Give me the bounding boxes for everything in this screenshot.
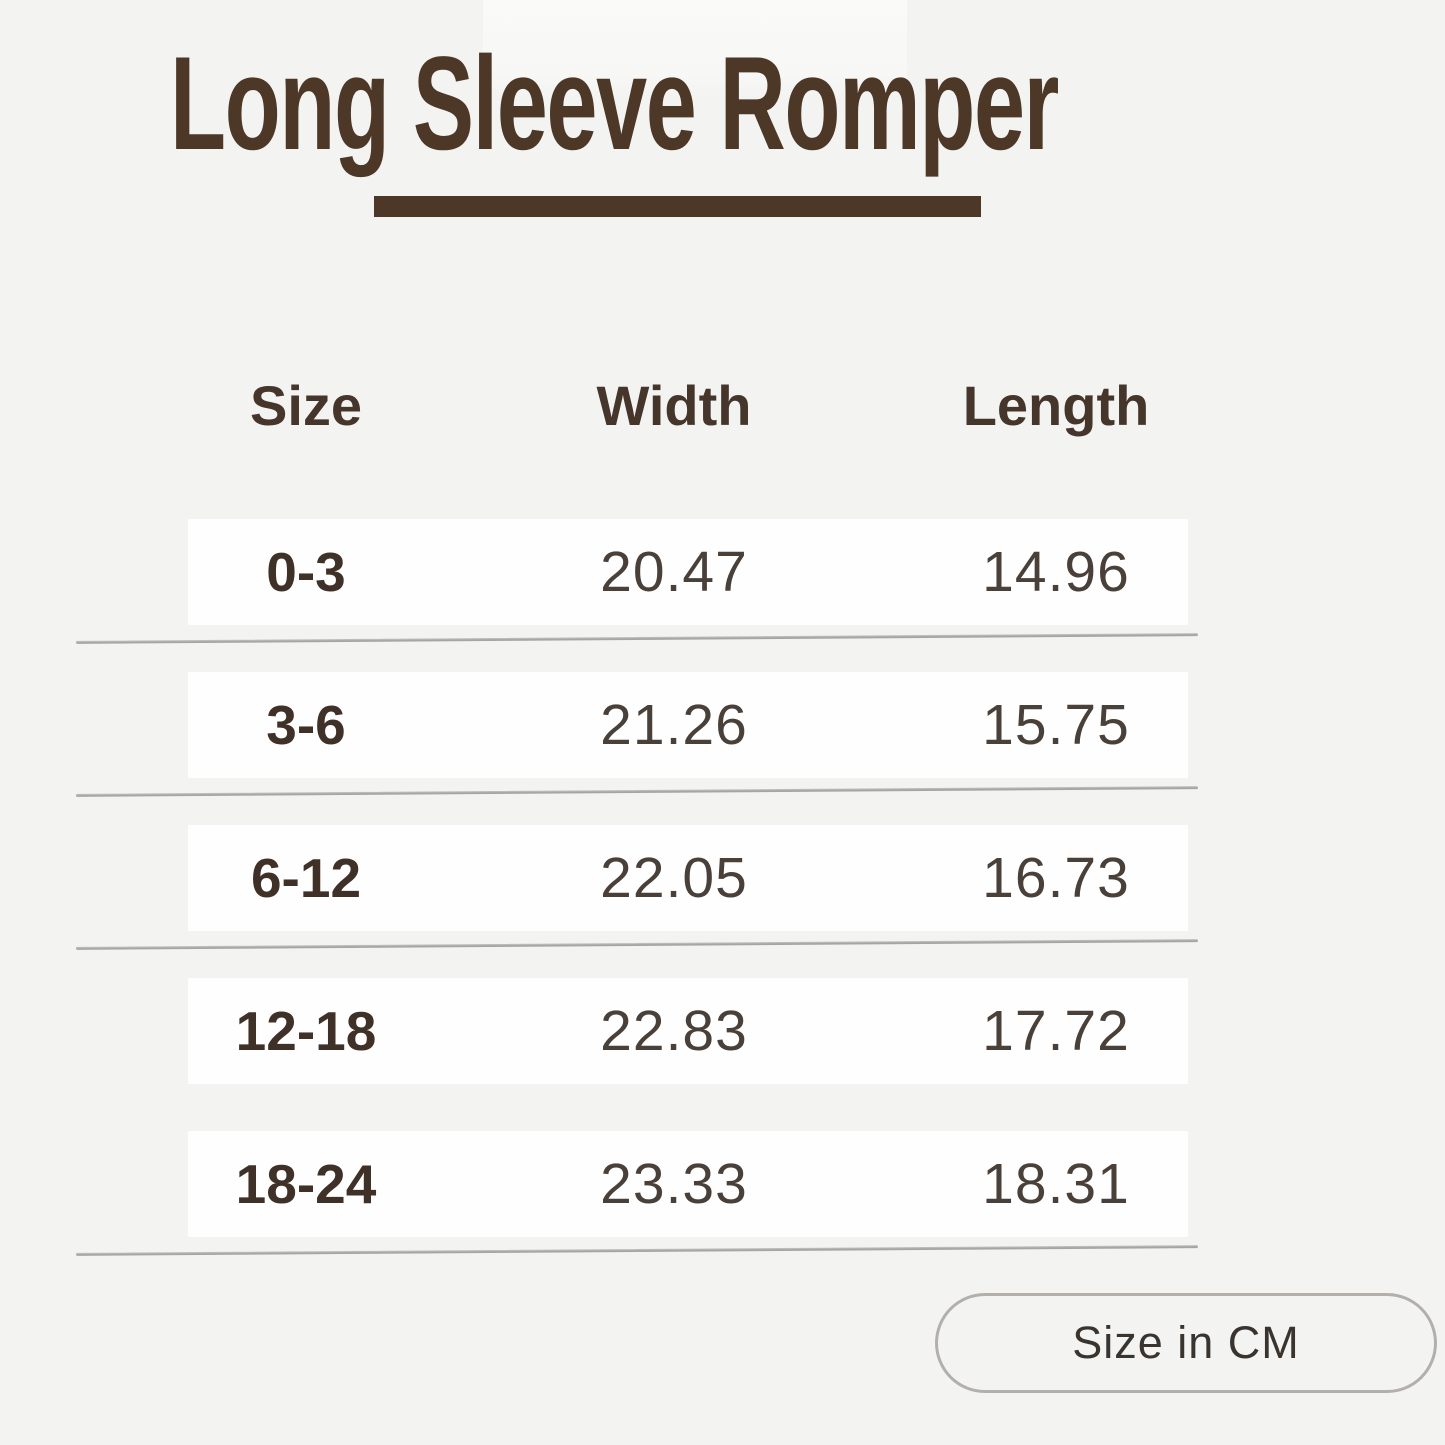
table-row: 12-18 22.83 17.72	[188, 978, 1188, 1084]
row-divider	[76, 939, 1198, 950]
length-cell: 17.72	[982, 999, 1130, 1063]
table-row: 0-3 20.47 14.96	[188, 519, 1188, 625]
page-title: Long Sleeve Romper	[170, 30, 1059, 178]
size-cell: 6-12	[250, 847, 362, 909]
size-unit-label: Size in CM	[1072, 1317, 1300, 1368]
width-cell: 22.83	[600, 999, 748, 1063]
table-row: 3-6 21.26 15.75	[188, 672, 1188, 778]
size-unit-badge: Size in CM	[935, 1293, 1437, 1393]
table-header-row: Size Width Length	[188, 370, 1188, 442]
title-underline	[374, 196, 981, 217]
size-cell: 18-24	[235, 1153, 377, 1215]
width-cell: 23.33	[600, 1152, 748, 1216]
row-divider	[76, 786, 1198, 797]
size-cell: 3-6	[266, 694, 346, 756]
length-cell: 18.31	[982, 1152, 1130, 1216]
table-row: 18-24 23.33 18.31	[188, 1131, 1188, 1237]
length-cell: 14.96	[982, 540, 1130, 604]
width-cell: 20.47	[600, 540, 748, 604]
size-cell: 12-18	[235, 1000, 377, 1062]
column-header-length: Length	[962, 374, 1150, 437]
length-cell: 15.75	[982, 693, 1130, 757]
width-cell: 21.26	[600, 693, 748, 757]
row-divider	[76, 633, 1198, 644]
size-cell: 0-3	[266, 541, 346, 603]
column-header-size: Size	[249, 374, 363, 437]
length-cell: 16.73	[982, 846, 1130, 910]
width-cell: 22.05	[600, 846, 748, 910]
top-highlight-panel	[483, 0, 907, 97]
table-row: 6-12 22.05 16.73	[188, 825, 1188, 931]
row-divider	[76, 1245, 1198, 1256]
column-header-width: Width	[596, 374, 752, 437]
